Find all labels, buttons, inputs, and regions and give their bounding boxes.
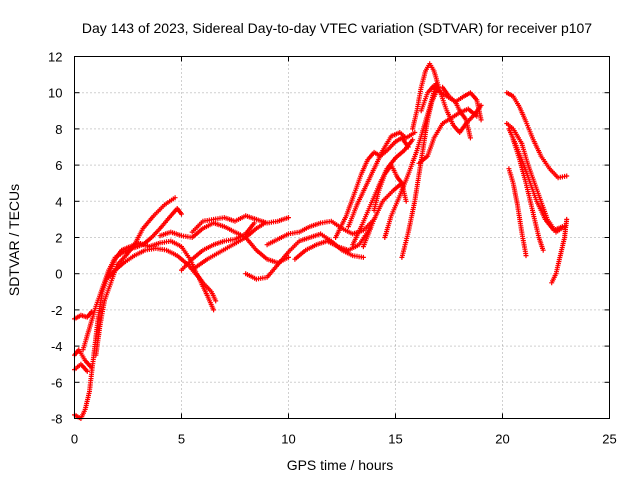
data-series (72, 61, 570, 421)
x-tick-label: 0 (71, 432, 78, 447)
x-axis-title: GPS time / hours (287, 457, 394, 473)
series-track-05 (80, 206, 184, 353)
data-marker (157, 220, 291, 266)
y-tick-label: 12 (48, 50, 62, 65)
series-track-15 (333, 135, 411, 240)
data-marker (416, 106, 480, 166)
y-tick-label: -2 (51, 303, 63, 318)
data-marker (382, 81, 443, 240)
series-track-25 (440, 84, 473, 141)
y-tick-label: 6 (55, 158, 62, 173)
x-tick-label: 10 (281, 432, 295, 447)
series-track-08 (157, 220, 291, 266)
data-marker (292, 225, 373, 262)
series-track-10 (179, 220, 257, 273)
series-track-14 (292, 225, 373, 262)
series-track-19 (360, 180, 405, 250)
y-tick-label: 2 (55, 231, 62, 246)
y-tick-label: -8 (51, 412, 63, 427)
series-track-07 (106, 245, 217, 313)
y-tick-label: -6 (51, 375, 63, 390)
y-tick-label: -4 (51, 339, 63, 354)
ticks: 0 5 10 15 20 25 -8 -6 -4 -2 0 2 4 6 8 10 12 (48, 50, 617, 447)
series-track-26 (504, 90, 570, 181)
series-track-11 (191, 220, 268, 271)
data-marker (80, 206, 184, 353)
data-marker (333, 135, 411, 240)
y-tick-label: 8 (55, 122, 62, 137)
data-marker (345, 130, 418, 230)
y-tick-label: 10 (48, 86, 62, 101)
data-marker (106, 245, 217, 313)
data-marker (360, 180, 405, 250)
series-track-20 (382, 81, 443, 240)
chart-title: Day 143 of 2023, Sidereal Day-to-day VTE… (82, 20, 592, 36)
series-track-16 (345, 130, 418, 230)
series-track-09 (189, 213, 291, 235)
series-track-29 (510, 137, 546, 253)
data-marker (506, 166, 529, 259)
y-axis-title: SDTVAR / TECUs (6, 184, 22, 296)
data-marker (179, 220, 257, 273)
data-marker (510, 137, 546, 253)
series-track-30 (506, 166, 529, 259)
x-tick-label: 20 (495, 432, 509, 447)
data-marker (189, 213, 291, 235)
series-track-24 (416, 106, 480, 166)
series-track-31 (549, 216, 570, 286)
x-tick-label: 15 (388, 432, 402, 447)
data-marker (191, 220, 268, 271)
data-marker (549, 216, 570, 286)
x-tick-label: 25 (602, 432, 616, 447)
y-tick-label: 4 (55, 194, 62, 209)
x-tick-label: 5 (178, 432, 185, 447)
y-tick-label: 0 (55, 267, 62, 282)
data-marker (440, 84, 473, 141)
grid (74, 56, 610, 419)
data-marker (504, 90, 570, 181)
